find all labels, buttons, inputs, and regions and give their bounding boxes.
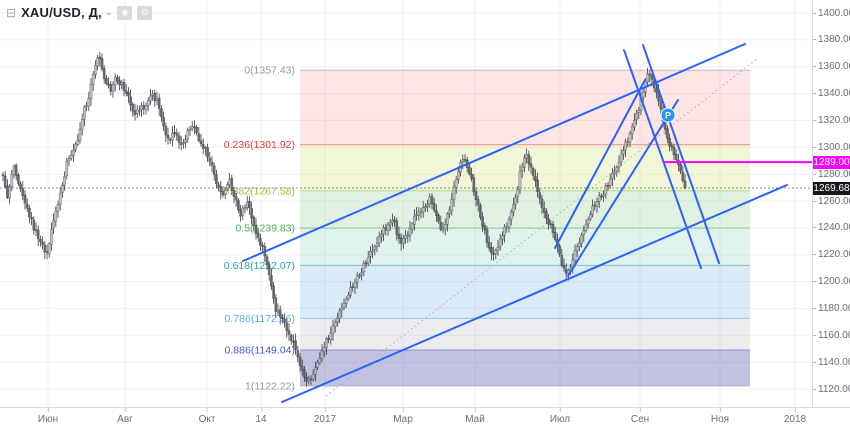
grid: [0, 0, 812, 407]
fib-band: [300, 350, 750, 386]
price-tick-label: 1180.00: [818, 302, 850, 314]
candlestick-series: [1, 51, 687, 387]
time-tick-label: Окт: [198, 414, 216, 425]
price-tick: 1180.00: [813, 302, 850, 314]
collapse-icon[interactable]: ⊟: [6, 5, 17, 20]
p-marker[interactable]: P: [660, 107, 676, 123]
price-tick-label: 1320.00: [818, 114, 850, 126]
price-tick: 1400.00: [813, 7, 850, 19]
fib-level-label: 1(1122.22): [245, 381, 295, 393]
price-tick: 1340.00: [813, 88, 850, 100]
time-tick: 14: [255, 408, 267, 425]
price-tick-label: 1140.00: [818, 356, 850, 368]
time-axis[interactable]: Июн Авг Окт 14 2017 Мар Май Июл Сен Ноя 2018: [0, 407, 850, 427]
fib-level-label: 0.236(1301.92): [224, 139, 295, 151]
time-tick: Июл: [550, 408, 570, 425]
time-tick-label: Ноя: [710, 414, 730, 425]
steep-ascending-line-left[interactable]: [554, 79, 646, 249]
price-tick-label: 1160.00: [818, 329, 850, 341]
price-tick: 1320.00: [813, 114, 850, 126]
price-tick-label: 1200.00: [818, 276, 850, 288]
steep-descending-line-left[interactable]: [623, 49, 702, 269]
time-tick-label: Авг: [117, 414, 133, 425]
price-tick: 1360.00: [813, 61, 850, 73]
price-tick-label: 1120.00: [818, 383, 850, 395]
time-tick-label: Мар: [393, 414, 413, 425]
fib-retracement[interactable]: 0(1357.43)0.236(1301.92)0.382(1267.58)0.…: [224, 65, 750, 393]
chart-legend: ⊟ XAU/USD, Д, ⌄ ◉ ⚙: [6, 5, 153, 20]
price-tick-label: 1360.00: [818, 61, 850, 73]
svg-text:P: P: [665, 110, 671, 120]
price-tick-label: 1220.00: [818, 249, 850, 261]
symbol-title[interactable]: XAU/USD, Д,: [21, 5, 102, 20]
price-tick-label: 1380.00: [818, 34, 850, 46]
chevron-down-icon[interactable]: ⌄: [104, 7, 113, 17]
time-tick: Мар: [393, 408, 413, 425]
price-tick-label: 1280.00: [818, 168, 850, 180]
price-tick: 1380.00: [813, 34, 850, 46]
price-axis[interactable]: 1400.00 1380.00 1360.00 1340.00 1320.00 1300.…: [812, 0, 850, 427]
last-price-label: 1269.68: [813, 181, 850, 195]
time-tick-label: 14: [255, 414, 267, 425]
time-tick: Авг: [117, 408, 133, 425]
alert-price-label[interactable]: 1289.00: [813, 155, 850, 169]
price-tick: 1300.00: [813, 141, 850, 153]
time-tick: Июн: [38, 408, 58, 425]
price-tick: 1160.00: [813, 329, 850, 341]
price-chart[interactable]: 0(1357.43)0.236(1301.92)0.382(1267.58)0.…: [0, 0, 812, 407]
time-tick-label: Сен: [630, 414, 650, 425]
time-tick: Май: [465, 408, 485, 425]
time-tick-label: Июл: [549, 414, 571, 425]
fib-level-label: 0.786(1172.56): [225, 313, 295, 325]
time-tick: 2018: [784, 408, 806, 425]
price-tick: 1220.00: [813, 249, 850, 261]
time-tick-label: 2018: [783, 414, 807, 425]
price-tick-label: 1400.00: [818, 7, 850, 19]
fib-band: [300, 190, 750, 229]
fib-level-label: 0(1357.43): [244, 65, 295, 77]
time-tick-label: Май: [465, 414, 485, 425]
time-tick-label: 2017: [313, 414, 337, 425]
fib-band: [300, 318, 750, 350]
time-tick: Сен: [631, 408, 649, 425]
steep-ascending-line-right[interactable]: [567, 99, 679, 277]
price-tick: 1140.00: [813, 356, 850, 368]
fib-level-label: 0.886(1149.04): [225, 345, 295, 357]
price-tick: 1260.00: [813, 195, 850, 207]
price-tick: 1200.00: [813, 276, 850, 288]
time-tick: Ноя: [711, 408, 729, 425]
time-tick: Окт: [198, 408, 216, 425]
price-tick-label: 1340.00: [818, 88, 850, 100]
time-tick: 2017: [314, 408, 336, 425]
fib-level-label: 0.618(1212.07): [224, 260, 295, 272]
eye-icon[interactable]: ◉: [117, 5, 133, 20]
gear-icon[interactable]: ⚙: [137, 5, 153, 20]
price-tick-label: 1240.00: [818, 222, 850, 234]
fib-band: [300, 265, 750, 319]
price-tick: 1240.00: [813, 222, 850, 234]
dotted-trend-line[interactable]: [325, 57, 759, 397]
price-tick: 1280.00: [813, 168, 850, 180]
price-tick: 1120.00: [813, 383, 850, 395]
price-tick-label: 1260.00: [818, 195, 850, 207]
fib-level-label: 0.5(1239.83): [235, 223, 295, 235]
price-tick-label: 1300.00: [818, 141, 850, 153]
time-tick-label: Июн: [37, 414, 59, 425]
channel-lower-line[interactable]: [281, 184, 788, 403]
steep-descending-line-right[interactable]: [642, 44, 720, 265]
channel-upper-line[interactable]: [242, 43, 746, 262]
fib-band: [300, 70, 750, 145]
